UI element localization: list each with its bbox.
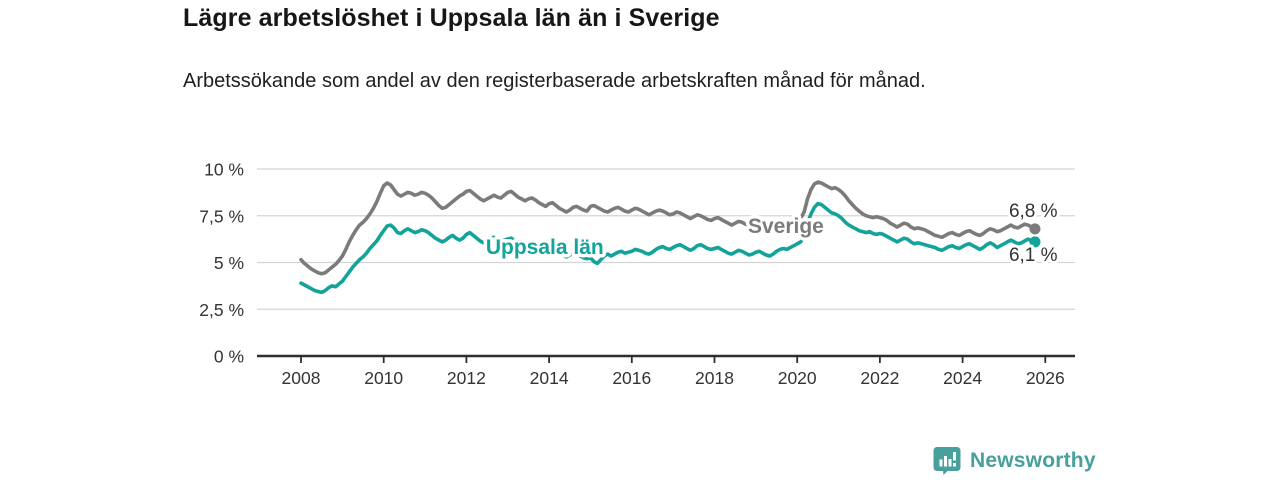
bar-chart-speech-bubble-icon [933,447,961,475]
series-line-uppsala-län [299,201,1037,295]
series-label-sverige: Sverige [748,215,824,238]
newsworthy-logo: Newsworthy [933,446,1096,476]
series-label-uppsala-län: Uppsala län [486,236,604,259]
x-axis-tick-label: 2020 [778,368,817,388]
x-axis-tick-label: 2010 [364,368,403,388]
y-axis-tick-label: 5 % [214,253,244,273]
newsworthy-logo-text: Newsworthy [970,449,1096,472]
series-line-sverige [299,180,1037,276]
chart-subtitle: Arbetssökande som andel av den registerb… [183,70,926,92]
y-axis-tick-label: 7,5 % [199,206,244,226]
x-axis-tick-label: 2012 [447,368,486,388]
series-end-dot-uppsala-län [1029,236,1041,248]
series-end-value-label: 6,1 % [1009,245,1058,266]
x-axis-tick-label: 2024 [943,368,982,388]
y-axis-tick-label: 0 % [214,347,244,367]
y-axis-tick-label: 10 % [204,160,244,180]
x-axis-tick-label: 2026 [1026,368,1065,388]
x-axis-tick-label: 2018 [695,368,734,388]
series-end-dot-sverige [1029,223,1041,235]
x-axis-tick-label: 2014 [530,368,569,388]
page-title: Lägre arbetslöshet i Uppsala län än i Sv… [183,4,720,32]
x-axis-tick-label: 2022 [860,368,899,388]
series-end-value-label: 6,8 % [1009,201,1058,222]
y-axis-tick-label: 2,5 % [199,300,244,320]
x-axis-tick-label: 2016 [612,368,651,388]
x-axis-tick-label: 2008 [282,368,321,388]
